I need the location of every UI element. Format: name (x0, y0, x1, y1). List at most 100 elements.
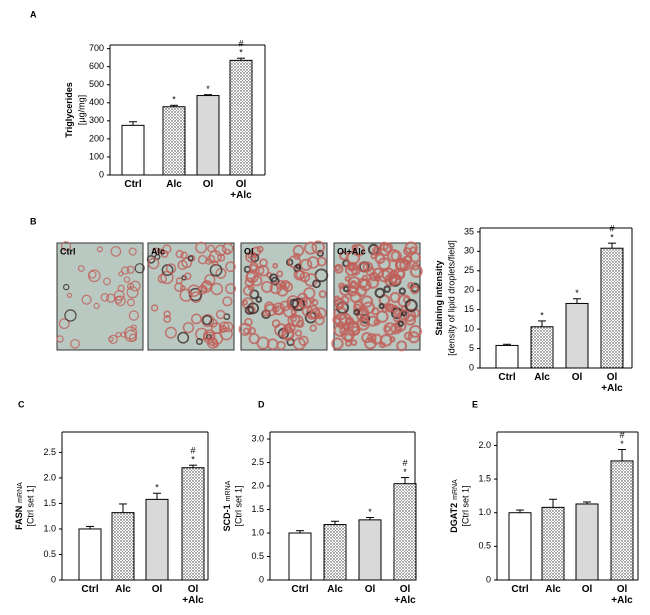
lipid-droplet (339, 326, 348, 336)
x-tick-label: Alc (115, 584, 131, 595)
significance-mark: * (368, 507, 372, 517)
y-axis-label-sub: [µg/mg] (76, 95, 86, 125)
lipid-droplet (207, 337, 219, 349)
lipid-droplet (158, 248, 164, 255)
lipid-droplet (304, 241, 318, 255)
lipid-droplet (123, 276, 131, 283)
y-tick-label: 2.0 (251, 480, 264, 490)
lipid-droplet (407, 331, 420, 344)
lipid-droplet (163, 310, 171, 318)
bar (393, 483, 417, 581)
lipid-droplet (357, 261, 369, 273)
bar (196, 95, 220, 176)
x-tick-label: Ol +Alc (230, 179, 252, 201)
lipid-droplet (165, 263, 177, 274)
lipid-droplet (134, 263, 145, 274)
lipid-droplet (356, 317, 371, 331)
lipid-droplet (409, 264, 423, 278)
lipid-droplet (244, 277, 255, 287)
lipid-droplet (195, 338, 203, 346)
image-label: Ol (244, 246, 254, 256)
y-tick-label: 15 (464, 304, 474, 314)
y-tick-label: 100 (89, 151, 104, 161)
lipid-droplet (292, 337, 306, 351)
x-tick-label: Ol +Alc (394, 584, 416, 606)
significance-mark: # (402, 458, 407, 468)
lipid-droplet (312, 279, 321, 289)
lipid-droplet (316, 256, 327, 267)
lipid-droplet (311, 240, 325, 254)
lipid-droplet (202, 331, 216, 344)
lipid-droplet (294, 329, 303, 337)
lipid-droplet (394, 325, 401, 333)
significance-mark: # (619, 430, 624, 440)
lipid-droplet (379, 341, 386, 349)
lipid-droplet (128, 247, 137, 256)
x-tick-label: Ctrl (81, 584, 99, 595)
lipid-droplet (103, 277, 111, 286)
lipid-droplet (177, 259, 188, 271)
lipid-droplet (81, 294, 92, 305)
y-tick-label: 0 (469, 362, 474, 372)
lipid-droplet (333, 263, 344, 274)
lipid-droplet (408, 324, 422, 338)
lipid-droplet (209, 263, 223, 277)
lipid-droplet (295, 263, 302, 270)
lipid-droplet (375, 310, 389, 324)
bar (181, 467, 205, 581)
lipid-droplet (378, 302, 385, 310)
lipid-droplet (128, 310, 140, 321)
significance-mark: * (540, 310, 544, 320)
x-tick-label: Ctrl (511, 584, 529, 595)
lipid-droplet (397, 320, 404, 327)
y-tick-label: 600 (89, 61, 104, 71)
lipid-droplet (66, 292, 73, 299)
lipid-droplet (244, 317, 253, 327)
lipid-droplet (261, 280, 273, 293)
y-tick-label: 0 (259, 574, 264, 584)
lipid-droplet (202, 314, 213, 326)
bar (541, 506, 565, 581)
lipid-droplet (242, 299, 249, 306)
lipid-droplet (64, 309, 77, 322)
lipid-droplet (301, 305, 313, 317)
lipid-droplet (276, 270, 284, 278)
y-axis-label: Triglycerides (64, 82, 74, 138)
x-tick-label: Ol +Alc (611, 584, 633, 606)
lipid-droplet (362, 261, 374, 273)
x-tick-label: Ol +Alc (182, 584, 204, 606)
lipid-droplet (124, 326, 138, 340)
y-tick-label: 0 (51, 574, 56, 584)
lipid-droplet (383, 285, 391, 293)
bar (565, 302, 589, 369)
lipid-droplet (164, 326, 177, 339)
lipid-droplet (385, 303, 395, 312)
lipid-droplet (88, 270, 97, 279)
lipid-droplet (409, 251, 421, 263)
lipid-droplet (222, 321, 234, 333)
lipid-droplet (273, 306, 280, 313)
y-tick-label: 25 (464, 265, 474, 275)
lipid-droplet (56, 335, 64, 343)
y-tick-label: 5 (469, 343, 474, 353)
y-tick-label: 1.5 (251, 504, 264, 514)
lipid-droplet (146, 254, 156, 264)
y-axis-label-main: FASN (14, 506, 24, 530)
lipid-droplet (318, 290, 327, 299)
lipid-droplet (180, 251, 188, 259)
lipid-droplet (368, 271, 379, 282)
x-tick-label: Ol (571, 372, 583, 383)
bar (111, 512, 135, 581)
significance-mark: * (155, 483, 159, 493)
y-tick-label: 300 (89, 115, 104, 125)
image-label: Alc (151, 246, 165, 256)
y-tick-label: 200 (89, 133, 104, 143)
significance-mark: # (609, 224, 614, 234)
x-tick-label: Alc (327, 584, 343, 595)
y-axis-label-main: Staining intensity (434, 260, 444, 335)
lipid-droplet (384, 325, 392, 333)
lipid-droplet (244, 305, 254, 315)
lipid-droplet (219, 327, 233, 341)
lipid-droplet (182, 321, 195, 334)
